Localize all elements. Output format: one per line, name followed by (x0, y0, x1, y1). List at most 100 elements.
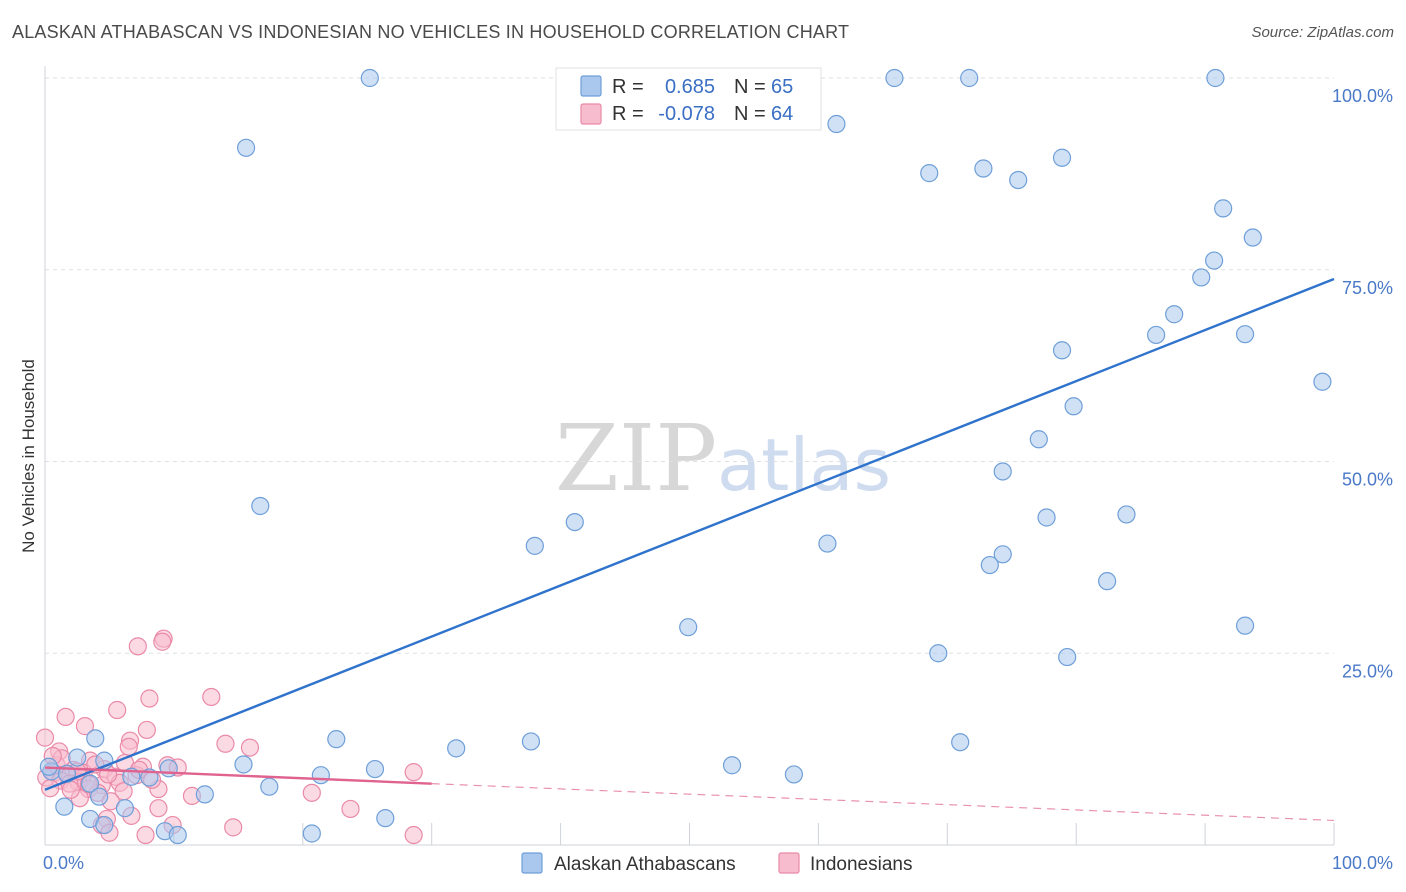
athabascan-point (993, 545, 1012, 564)
series-legend: Alaskan Athabascans Indonesians (521, 852, 912, 875)
athabascan-point (251, 496, 270, 516)
legend-swatch-athabascan (580, 75, 602, 97)
legend-n-label-1: N = (734, 76, 766, 98)
athabascan-point (1064, 397, 1083, 416)
athabascan-point (974, 159, 993, 178)
athabascan-point (960, 68, 979, 88)
indonesian-trendline-extension (431, 783, 1335, 822)
y-tick-label: 25.0% (1342, 661, 1393, 681)
legend-r-label-2: R = (612, 103, 644, 125)
athabascan-point (1192, 268, 1211, 287)
indonesian-point (61, 780, 80, 799)
athabascan-point (168, 825, 187, 845)
indonesian-point (140, 689, 159, 708)
athabascan-points (39, 68, 1332, 845)
athabascan-point (1313, 372, 1332, 391)
x-tick-label: 100.0% (1332, 853, 1393, 873)
athabascan-point (1235, 616, 1255, 635)
athabascan-point (1165, 305, 1184, 324)
athabascan-point (68, 748, 87, 767)
indonesian-trendline (44, 766, 432, 785)
y-tick-label: 50.0% (1342, 470, 1393, 490)
indonesian-point (136, 825, 155, 845)
athabascan-point (565, 512, 584, 532)
athabascan-point (327, 730, 346, 749)
athabascan-point (311, 766, 330, 785)
athabascan-point (1052, 341, 1072, 360)
athabascan-point (1029, 430, 1048, 449)
source-label: Source: ZipAtlas.com (1251, 24, 1394, 41)
athabascan-point (784, 765, 804, 784)
indonesian-point (404, 763, 423, 782)
athabascan-point (722, 756, 742, 775)
bottom-legend-swatch-indonesian (778, 852, 800, 874)
bottom-legend-athabascan: Alaskan Athabascans (554, 854, 736, 875)
athabascan-point (980, 555, 999, 575)
athabascan-point (365, 759, 385, 779)
y-tick-label: 75.0% (1342, 278, 1393, 298)
indonesian-point (128, 637, 147, 656)
athabascan-point (1098, 572, 1117, 591)
legend-n-label-2: N = (734, 103, 766, 125)
indonesian-point (56, 707, 75, 727)
athabascan-point (951, 733, 970, 752)
athabascan-point (1117, 505, 1136, 524)
athabascan-point (525, 536, 544, 555)
indonesian-point (224, 818, 243, 837)
athabascan-point (159, 759, 178, 778)
athabascan-point (260, 777, 279, 796)
athabascan-trendline (44, 277, 1335, 791)
axis-layer: 25.0% 50.0% 75.0% 100.0% 0.0% 100.0% (43, 66, 1393, 873)
athabascan-point (86, 729, 105, 748)
athabascan-point (81, 774, 100, 793)
indonesian-point (341, 799, 360, 819)
athabascan-point (1052, 148, 1072, 167)
athabascan-point (827, 114, 846, 134)
athabascan-point (993, 462, 1012, 481)
athabascan-point (1058, 647, 1077, 667)
athabascan-point (115, 799, 135, 818)
athabascan-point (1243, 228, 1262, 247)
indonesian-point (149, 799, 168, 818)
trend-layer (44, 277, 1335, 822)
athabascan-point (1147, 325, 1166, 345)
indonesian-point (119, 737, 138, 756)
indonesian-point (216, 734, 235, 753)
x-tick-label: 0.0% (43, 853, 84, 873)
indonesian-point (240, 738, 260, 757)
indonesian-point (137, 720, 156, 740)
legend-n-value-2: 64 (771, 103, 793, 125)
athabascan-point (236, 138, 256, 157)
indonesian-point (108, 700, 127, 720)
athabascan-point (302, 824, 321, 843)
athabascan-point (1235, 325, 1255, 344)
athabascan-point (1206, 68, 1225, 88)
legend-r-label-1: R = (612, 76, 644, 98)
legend-r-value-1: 0.685 (665, 76, 715, 98)
athabascan-point (95, 815, 114, 835)
indonesian-point (75, 717, 95, 736)
athabascan-point (234, 755, 253, 774)
watermark-zip: ZIP (555, 405, 717, 512)
legend-r-value-2: -0.078 (658, 103, 715, 125)
stats-legend: R = 0.685 N = 65 R = -0.078 N = 64 (555, 67, 822, 131)
indonesian-point (153, 632, 172, 651)
chart-title: ALASKAN ATHABASCAN VS INDONESIAN NO VEHI… (12, 22, 850, 42)
legend-n-value-1: 65 (771, 76, 793, 98)
athabascan-point (920, 164, 939, 183)
bottom-legend-swatch-athabascan (521, 852, 543, 874)
athabascan-point (195, 785, 214, 804)
athabascan-point (929, 644, 948, 663)
athabascan-point (55, 797, 74, 816)
athabascan-point (1205, 251, 1224, 270)
athabascan-point (447, 739, 466, 758)
athabascan-point (885, 68, 904, 88)
y-tick-label: 100.0% (1332, 86, 1393, 106)
bottom-legend-indonesian: Indonesians (810, 854, 912, 875)
athabascan-point (376, 809, 395, 828)
athabascan-point (90, 787, 109, 806)
athabascan-point (679, 618, 698, 637)
athabascan-point (360, 68, 379, 88)
grid-layer (45, 77, 1334, 654)
